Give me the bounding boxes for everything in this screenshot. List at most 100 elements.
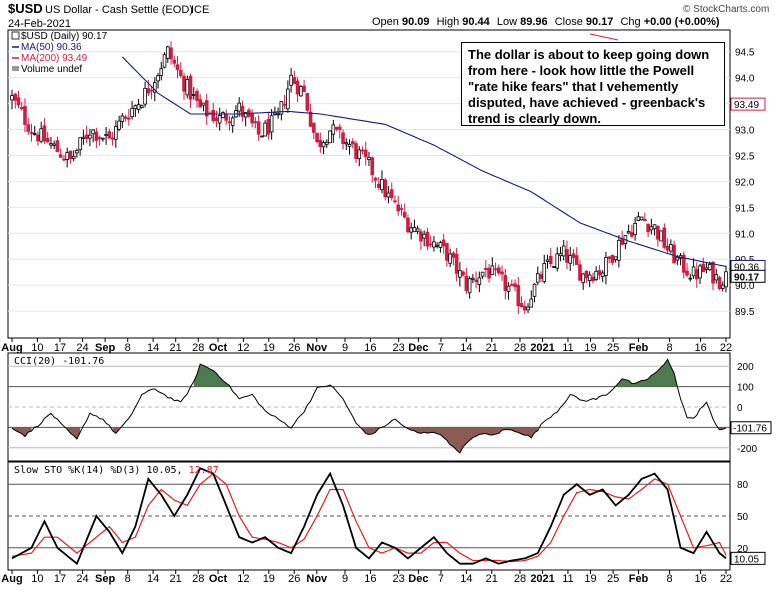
watermark: © StockCharts.com xyxy=(683,4,769,15)
candle xyxy=(305,92,310,112)
candle-body xyxy=(720,284,725,289)
x-tick-label: 26 xyxy=(288,573,300,585)
candle xyxy=(101,137,105,142)
candle-body xyxy=(545,259,550,262)
candle-body xyxy=(130,108,134,118)
candle xyxy=(331,120,336,143)
price-y-tick: 93.0 xyxy=(735,126,755,137)
candle-body xyxy=(23,106,27,125)
candle xyxy=(425,227,430,251)
candle xyxy=(45,131,50,143)
candle-body xyxy=(185,79,190,96)
price-legend: $USD (Daily) 90.17 MA(50) 90.36 MA(200) … xyxy=(11,31,108,75)
candle-body xyxy=(393,200,397,203)
candle-body xyxy=(156,75,160,82)
x-tick-label: 28 xyxy=(514,342,526,354)
candle xyxy=(279,101,284,121)
candle-body xyxy=(104,134,108,136)
ma200-tag-box xyxy=(730,97,766,111)
candle-body xyxy=(282,103,287,106)
cci-fill-area xyxy=(407,427,538,453)
candle-body xyxy=(182,75,186,92)
candle-body xyxy=(269,115,274,133)
candle-body xyxy=(529,298,534,308)
candle xyxy=(574,247,579,265)
x-tick-label: 17 xyxy=(54,573,66,585)
candle xyxy=(503,268,508,300)
candle xyxy=(175,56,180,79)
candle-body xyxy=(62,158,66,161)
candle-body xyxy=(221,112,225,119)
candle-body xyxy=(464,275,469,292)
candle xyxy=(669,239,673,254)
candle-body xyxy=(19,107,24,110)
candle xyxy=(581,272,585,290)
candle-body xyxy=(659,230,663,242)
candle xyxy=(318,132,323,153)
candle-body xyxy=(578,264,582,281)
candle xyxy=(578,260,582,281)
candle-body xyxy=(565,249,569,263)
candle-body xyxy=(10,95,14,101)
candle-body xyxy=(127,117,131,120)
candle-body xyxy=(643,218,647,222)
low-value: 89.96 xyxy=(520,16,548,28)
candle-body xyxy=(341,132,345,144)
candle-body xyxy=(13,93,18,101)
candle-body xyxy=(178,69,183,76)
sto-label: Slow STO %K(14) %D(3) 10.05, 12.87 xyxy=(14,465,219,476)
candle-body xyxy=(636,216,641,221)
x-tick-label: 2021 xyxy=(530,573,554,585)
candle xyxy=(214,110,219,128)
candle xyxy=(347,139,352,155)
candle xyxy=(107,128,112,139)
candle xyxy=(506,282,511,300)
candle xyxy=(65,147,69,168)
candle xyxy=(299,85,303,97)
candle xyxy=(646,223,650,238)
candle-body xyxy=(698,265,702,279)
candle xyxy=(396,195,401,216)
price-y-tick: 90.0 xyxy=(735,281,755,292)
candle xyxy=(198,94,203,108)
candle-body xyxy=(532,283,537,297)
candle-body xyxy=(65,152,69,160)
candle-body xyxy=(273,112,277,115)
candle-body xyxy=(477,277,482,285)
candle xyxy=(662,223,667,250)
candle-body xyxy=(691,266,696,277)
candle xyxy=(409,222,413,240)
candle-body xyxy=(45,137,50,143)
candle-body xyxy=(370,157,375,176)
candle xyxy=(159,61,164,81)
sto-last-box xyxy=(730,551,766,565)
candle xyxy=(659,230,663,242)
sto-k-line xyxy=(11,467,727,566)
candle-body xyxy=(350,141,355,145)
candle-body xyxy=(42,125,47,142)
x-tick-label: Nov xyxy=(306,342,328,354)
x-tick-label: 21 xyxy=(486,342,498,354)
candle xyxy=(240,100,245,122)
candle xyxy=(350,138,355,149)
candle xyxy=(464,267,469,294)
close-tag-label: 90.17 xyxy=(734,272,759,283)
candle xyxy=(91,129,95,143)
candle-body xyxy=(682,254,686,273)
candle xyxy=(422,230,426,247)
candle xyxy=(724,265,728,293)
candle xyxy=(613,256,618,263)
x-tick-label: 9 xyxy=(342,342,348,354)
candle xyxy=(720,281,725,292)
candle xyxy=(156,72,160,89)
candle xyxy=(230,115,235,133)
ma200-tag-label: 93.49 xyxy=(734,100,759,111)
candle-body xyxy=(198,99,203,108)
candle xyxy=(42,118,47,144)
candle-body xyxy=(591,276,595,282)
x-tick-label: 7 xyxy=(438,342,444,354)
candle xyxy=(185,75,190,99)
exchange: ICE xyxy=(191,4,209,16)
x-tick-label: Oct xyxy=(209,342,228,354)
